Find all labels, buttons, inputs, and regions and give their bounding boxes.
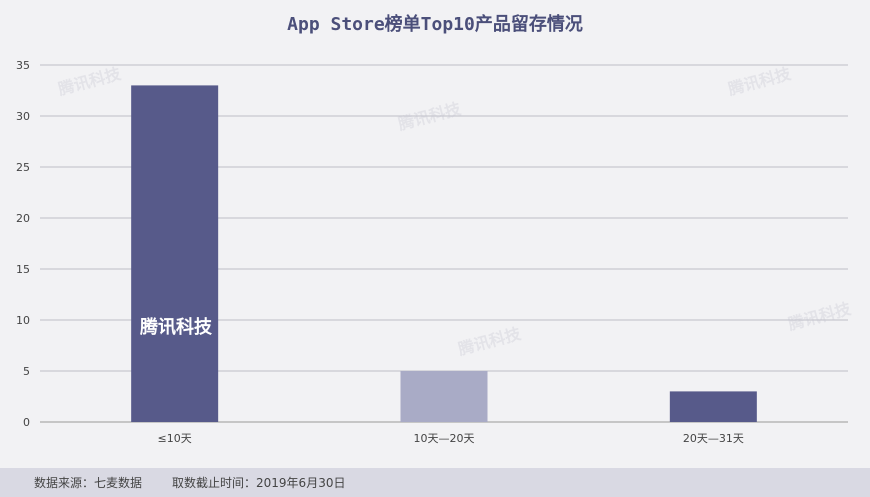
y-tick-label: 10 <box>16 314 30 327</box>
y-tick-label: 5 <box>23 365 30 378</box>
watermark-faint: 腾讯科技 <box>726 64 794 99</box>
footer: 数据来源：七麦数据 取数截止时间：2019年6月30日 <box>0 468 870 497</box>
bar <box>131 85 219 423</box>
data-source: 数据来源：七麦数据 <box>34 476 143 490</box>
bar <box>669 391 757 422</box>
y-tick-label: 20 <box>16 212 30 225</box>
x-tick-label: 20天—31天 <box>683 432 744 445</box>
x-tick-label: ≤10天 <box>158 432 192 445</box>
bars <box>131 85 757 423</box>
x-axis-ticks: ≤10天 10天—20天 20天—31天 <box>158 432 744 445</box>
data-cutoff-date: 取数截止时间：2019年6月30日 <box>172 476 346 490</box>
chart-title: App Store榜单Top10产品留存情况 <box>287 14 583 35</box>
bar <box>400 371 488 422</box>
watermark-faint: 腾讯科技 <box>456 324 524 359</box>
watermark-faint: 腾讯科技 <box>56 64 124 99</box>
y-tick-label: 0 <box>23 416 30 429</box>
x-tick-label: 10天—20天 <box>414 432 475 445</box>
y-tick-label: 15 <box>16 263 30 276</box>
y-axis-ticks: 0 5 10 15 20 25 30 35 <box>16 59 30 429</box>
y-tick-label: 35 <box>16 59 30 72</box>
y-tick-label: 30 <box>16 110 30 123</box>
watermark-faint: 腾讯科技 <box>396 99 464 134</box>
watermark-text: 腾讯科技 <box>140 316 213 338</box>
y-tick-label: 25 <box>16 161 30 174</box>
watermark-faint: 腾讯科技 <box>786 299 854 334</box>
